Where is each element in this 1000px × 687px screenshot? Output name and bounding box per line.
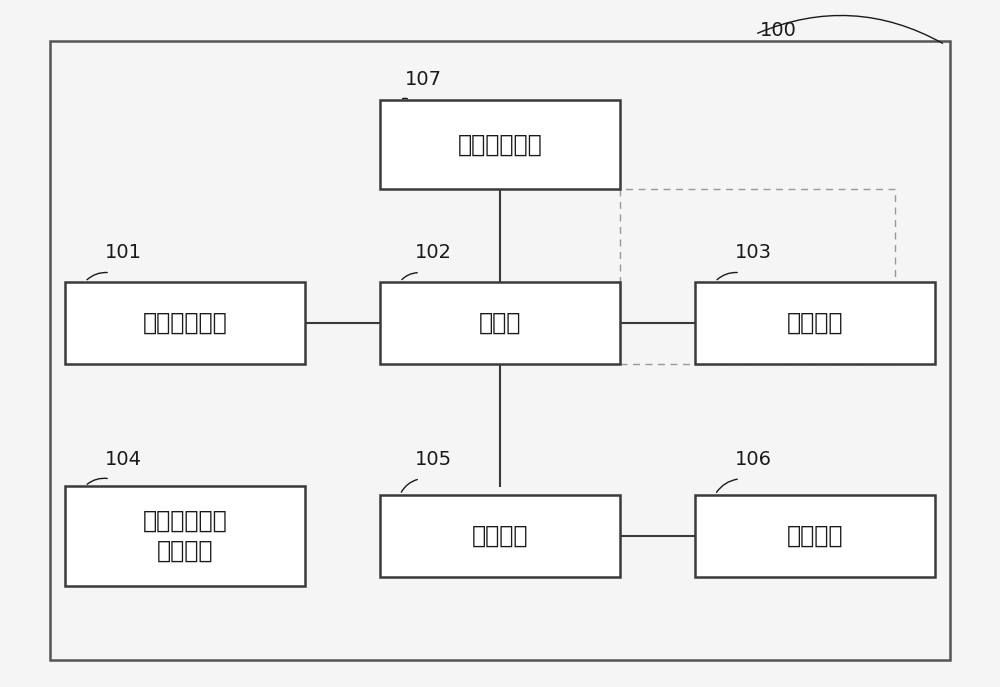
Text: 定位单元: 定位单元 bbox=[787, 524, 843, 548]
Bar bbox=[695, 282, 935, 364]
Text: 104: 104 bbox=[105, 449, 142, 469]
Text: 105: 105 bbox=[415, 449, 452, 469]
Bar bbox=[380, 282, 620, 364]
Text: 107: 107 bbox=[405, 70, 442, 89]
Text: 101: 101 bbox=[105, 243, 142, 262]
Text: 射频识别单元: 射频识别单元 bbox=[143, 311, 227, 335]
Text: 102: 102 bbox=[415, 243, 452, 262]
Bar bbox=[380, 100, 620, 189]
Text: 条形码、二维
码、编号: 条形码、二维 码、编号 bbox=[143, 509, 227, 563]
Bar bbox=[380, 495, 620, 577]
Text: 106: 106 bbox=[735, 449, 772, 469]
Text: 开关装置: 开关装置 bbox=[787, 311, 843, 335]
Bar bbox=[65, 282, 305, 364]
Bar bbox=[620, 189, 895, 364]
Bar bbox=[695, 495, 935, 577]
Text: 状态检测单元: 状态检测单元 bbox=[458, 133, 542, 156]
Text: 通信模块: 通信模块 bbox=[472, 524, 528, 548]
Text: 控制器: 控制器 bbox=[479, 311, 521, 335]
Text: 100: 100 bbox=[760, 21, 797, 41]
Text: 103: 103 bbox=[735, 243, 772, 262]
Bar bbox=[65, 486, 305, 585]
